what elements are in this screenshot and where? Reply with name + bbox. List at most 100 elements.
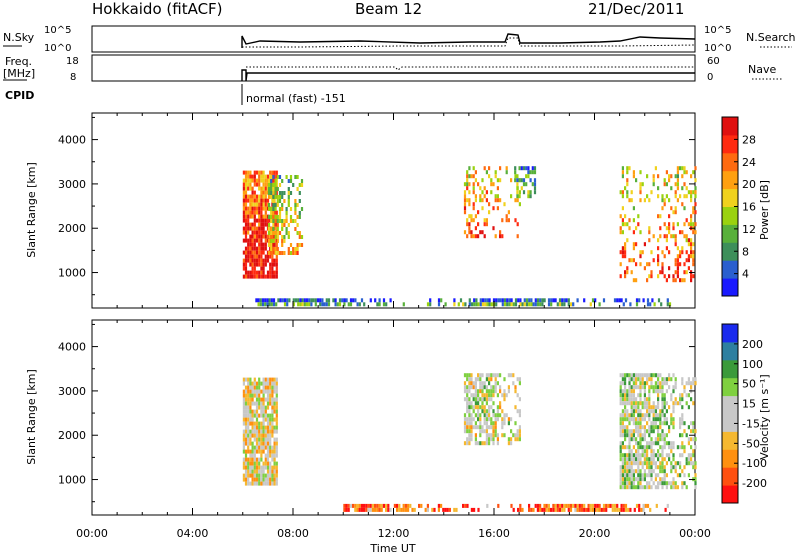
power-echo-cell <box>674 270 677 275</box>
power-echo-cell <box>674 238 677 243</box>
velocity-echo-cell <box>641 385 644 390</box>
power-echo-cell <box>253 218 256 223</box>
power-echo-cell <box>262 190 265 195</box>
power-echo-cell <box>492 206 495 211</box>
velocity-echo-cell <box>648 465 651 470</box>
velocity-echo-cell <box>258 393 261 398</box>
velocity-echo-cell <box>437 503 440 508</box>
velocity-echo-cell <box>258 473 261 478</box>
power-echo-cell <box>258 234 261 239</box>
power-echo-cell <box>249 234 252 239</box>
velocity-echo-cell <box>260 409 263 414</box>
power-echo-cell <box>374 298 377 303</box>
power-echo-cell <box>251 254 254 259</box>
power-echo-cell <box>481 190 484 195</box>
velocity-echo-cell <box>251 477 254 482</box>
velocity-echo-cell <box>654 437 657 442</box>
velocity-echo-cell <box>273 377 276 382</box>
power-echo-cell <box>264 214 267 219</box>
velocity-echo-cell <box>516 409 519 414</box>
velocity-echo-cell <box>624 373 627 378</box>
power-echo-cell <box>251 262 254 267</box>
velocity-echo-cell <box>661 437 664 442</box>
velocity-echo-cell <box>262 377 265 382</box>
velocity-echo-cell <box>643 401 646 406</box>
velocity-echo-cell <box>665 401 668 406</box>
power-echo-cell <box>278 199 282 203</box>
power-echo-cell <box>654 166 657 171</box>
velocity-echo-cell <box>646 461 649 466</box>
velocity-echo-cell <box>621 421 624 426</box>
nsky-panel: N.Sky 10^5 10^0 10^5 10^0 N.Search <box>3 25 796 54</box>
power-echo-cell <box>474 198 477 203</box>
power-echo-cell <box>453 298 456 303</box>
power-echo-cell <box>536 298 540 303</box>
power-echo-cell <box>518 202 521 207</box>
power-echo-cell <box>516 222 519 227</box>
power-echo-cell <box>253 258 256 263</box>
velocity-echo-cell <box>572 503 575 508</box>
power-echo-cell <box>266 302 269 307</box>
velocity-echo-cell <box>402 503 405 508</box>
power-echo-cell <box>283 199 286 203</box>
velocity-echo-cell <box>650 441 653 446</box>
velocity-echo-cell <box>244 433 248 438</box>
power-echo-cell <box>674 190 677 195</box>
power-echo-cell <box>257 298 260 303</box>
velocity-echo-cell <box>477 425 480 430</box>
velocity-echo-cell <box>619 457 622 462</box>
velocity-echo-cell <box>672 425 675 430</box>
power-echo-cell <box>272 187 275 191</box>
velocity-echo-cell <box>258 441 261 446</box>
velocity-echo-cell <box>262 465 265 470</box>
power-echo-cell <box>522 166 526 171</box>
power-echo-cell <box>244 258 248 263</box>
velocity-echo-cell <box>619 449 622 454</box>
power-echo-cell <box>503 302 507 307</box>
power-echo-cell <box>690 194 693 199</box>
power-echo-cell <box>692 274 695 279</box>
power-echo-cell <box>488 302 491 307</box>
power-echo-cell <box>268 302 271 307</box>
velocity-echo-cell <box>247 377 250 382</box>
velocity-echo-cell <box>496 413 499 418</box>
power-echo-cell <box>683 278 686 283</box>
power-echo-cell <box>276 203 279 207</box>
power-echo-cell <box>255 230 259 235</box>
power-echo-cell <box>258 194 261 199</box>
velocity-echo-cell <box>635 429 638 434</box>
velocity-echo-cell <box>249 421 252 426</box>
velocity-echo-cell <box>639 469 642 474</box>
velocity-colorbar-tick-label: 200 <box>742 338 763 351</box>
power-echo-cell <box>618 298 621 303</box>
power-echo-cell <box>477 234 480 239</box>
velocity-echo-cell <box>472 417 475 422</box>
power-echo-cell <box>349 298 353 303</box>
velocity-echo-cell <box>661 477 664 482</box>
velocity-echo-cell <box>628 461 631 466</box>
velocity-echo-cell <box>269 473 272 478</box>
velocity-echo-cell <box>255 429 259 434</box>
velocity-echo-cell <box>494 385 497 390</box>
velocity-echo-cell <box>266 421 270 426</box>
velocity-echo-cell <box>262 441 265 446</box>
velocity-echo-cell <box>661 433 664 438</box>
velocity-echo-cell <box>665 389 668 394</box>
velocity-ytick-label: 1000 <box>58 474 86 487</box>
time-tick-label: 04:00 <box>177 527 209 540</box>
velocity-echo-cell <box>683 481 686 486</box>
velocity-echo-cell <box>626 425 629 430</box>
velocity-echo-cell <box>345 507 348 512</box>
power-echo-cell <box>510 298 513 303</box>
velocity-echo-cell <box>466 405 469 410</box>
velocity-echo-cell <box>247 473 250 478</box>
velocity-echo-cell <box>518 433 521 438</box>
power-echo-cell <box>258 274 261 279</box>
velocity-echo-cell <box>598 503 601 508</box>
power-echo-cell <box>468 166 471 171</box>
power-echo-cell <box>312 298 315 303</box>
power-echo-cell <box>275 242 278 247</box>
velocity-echo-cell <box>382 503 385 508</box>
velocity-echo-cell <box>650 453 653 458</box>
power-echo-cell <box>262 206 265 211</box>
